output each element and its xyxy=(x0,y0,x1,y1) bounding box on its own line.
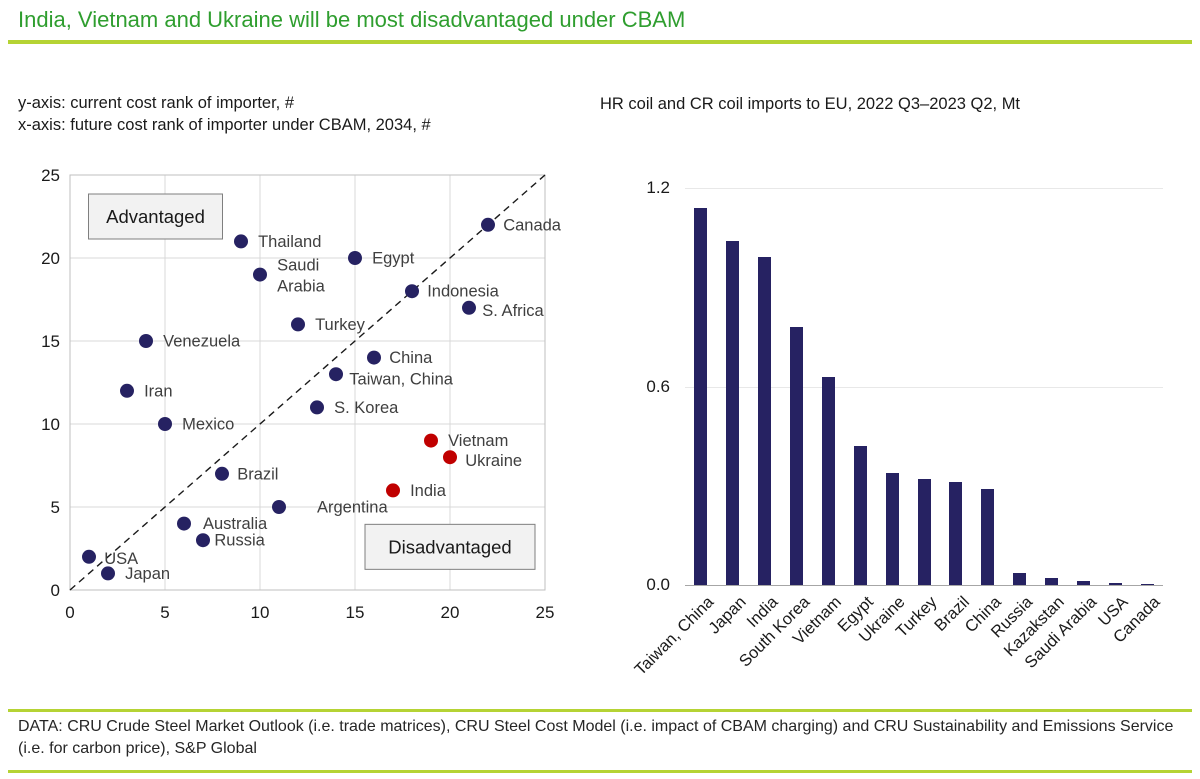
x-tick-label: 0 xyxy=(65,603,74,622)
point-label: Ukraine xyxy=(465,452,522,470)
scatter-point xyxy=(101,566,115,581)
x-tick-label: 5 xyxy=(160,603,169,622)
point-label: Mexico xyxy=(182,416,234,434)
bar xyxy=(758,257,772,585)
x-tick-label: 25 xyxy=(536,603,555,622)
scatter-point xyxy=(481,217,495,232)
page-title: India, Vietnam and Ukraine will be most … xyxy=(18,7,686,32)
point-label: China xyxy=(389,349,433,367)
scatter-point xyxy=(253,267,267,282)
bar-chart-title: HR coil and CR coil imports to EU, 2022 … xyxy=(600,95,1021,113)
point-label: Saudi Arabia xyxy=(277,257,326,296)
footer-text: DATA: CRU Crude Steel Market Outlook (i.… xyxy=(18,718,1174,758)
scatter-point xyxy=(291,317,305,332)
point-label: Russia xyxy=(214,532,265,550)
bar xyxy=(1140,584,1154,585)
scatter-point xyxy=(158,417,172,431)
annotation-label: Disadvantaged xyxy=(388,536,511,557)
point-label: S. Korea xyxy=(334,399,399,417)
bar-y-tick-label: 0.0 xyxy=(646,575,670,594)
x-axis-note: x-axis: future cost rank of importer und… xyxy=(18,116,431,135)
scatter-point xyxy=(424,433,438,448)
point-label: Taiwan, China xyxy=(349,371,453,389)
point-label: Turkey xyxy=(315,316,366,334)
bar xyxy=(853,446,867,585)
x-tick-label: 15 xyxy=(346,603,365,622)
bar xyxy=(694,208,708,585)
scatter-point xyxy=(215,466,229,481)
scatter-point xyxy=(310,400,324,415)
bar xyxy=(790,327,803,585)
bar-chart: 0.0 0.6 1.2 Taiwan, China Japan India South Ko… xyxy=(600,168,1200,703)
bar xyxy=(885,473,899,585)
point-label: USA xyxy=(104,550,138,568)
bar xyxy=(1108,583,1122,585)
annotation-label: Advantaged xyxy=(106,206,205,227)
x-tick-label: 20 xyxy=(441,603,460,622)
footer-divider-bottom xyxy=(8,770,1192,773)
point-label: India xyxy=(410,482,447,500)
point-label: Japan xyxy=(125,565,170,583)
scatter-point xyxy=(272,500,286,514)
bar xyxy=(1076,581,1090,585)
scatter-axis-notes: y-axis: current cost rank of importer, #… xyxy=(18,92,431,137)
y-tick-label: 0 xyxy=(51,581,60,600)
point-label: Indonesia xyxy=(427,283,499,301)
bar-y-tick-label: 1.2 xyxy=(646,178,670,197)
point-label: Argentina xyxy=(317,499,388,517)
title-underline xyxy=(8,40,1192,44)
scatter-point xyxy=(82,549,96,564)
scatter-point xyxy=(120,383,134,398)
bar xyxy=(726,241,740,585)
bar xyxy=(981,489,995,585)
bar-category-label: Taiwan, China xyxy=(631,593,718,680)
y-tick-label: 5 xyxy=(51,498,60,517)
point-label: Canada xyxy=(503,216,562,234)
bar xyxy=(1045,578,1058,585)
scatter-point xyxy=(443,450,457,465)
scatter-point xyxy=(177,516,191,531)
parity-line xyxy=(69,174,546,591)
scatter-point xyxy=(462,300,476,315)
scatter-point xyxy=(367,350,381,365)
scatter-point xyxy=(139,334,153,348)
bar xyxy=(1013,573,1027,585)
scatter-point xyxy=(386,483,400,498)
point-label: S. Africa xyxy=(482,302,544,320)
point-label: Egypt xyxy=(372,250,415,268)
annotation-box xyxy=(364,523,536,570)
scatter-point xyxy=(348,251,362,265)
point-label: Vietnam xyxy=(448,432,508,450)
scatter-point xyxy=(329,367,343,382)
bar-y-tick-label: 0.6 xyxy=(646,376,670,396)
scatter-chart: 0 5 10 15 20 25 0 5 10 15 20 25 USA Japan Iran Venezuel… xyxy=(25,166,565,643)
bar-plot-area xyxy=(685,188,1163,586)
y-axis-note: y-axis: current cost rank of importer, # xyxy=(18,94,295,112)
y-tick-label: 20 xyxy=(41,249,60,268)
bar-gridline xyxy=(685,188,1163,189)
point-label: Thailand xyxy=(258,233,321,251)
annotation-box xyxy=(88,193,223,240)
scatter-point xyxy=(405,284,419,299)
plot-frame xyxy=(69,174,546,591)
bar-gridline xyxy=(685,386,1163,388)
bar xyxy=(917,479,931,585)
bar xyxy=(821,377,835,585)
scatter-point xyxy=(196,533,210,548)
y-tick-label: 25 xyxy=(41,168,60,185)
point-label: Iran xyxy=(144,382,172,400)
scatter-point xyxy=(234,234,248,249)
point-label: Australia xyxy=(203,515,268,533)
y-tick-label: 10 xyxy=(41,415,60,434)
point-label: Brazil xyxy=(237,465,278,483)
point-label: Venezuela xyxy=(163,333,241,351)
y-tick-label: 15 xyxy=(41,332,60,351)
x-tick-label: 10 xyxy=(251,603,270,622)
footer-divider-top xyxy=(8,709,1192,712)
bar xyxy=(949,482,963,585)
